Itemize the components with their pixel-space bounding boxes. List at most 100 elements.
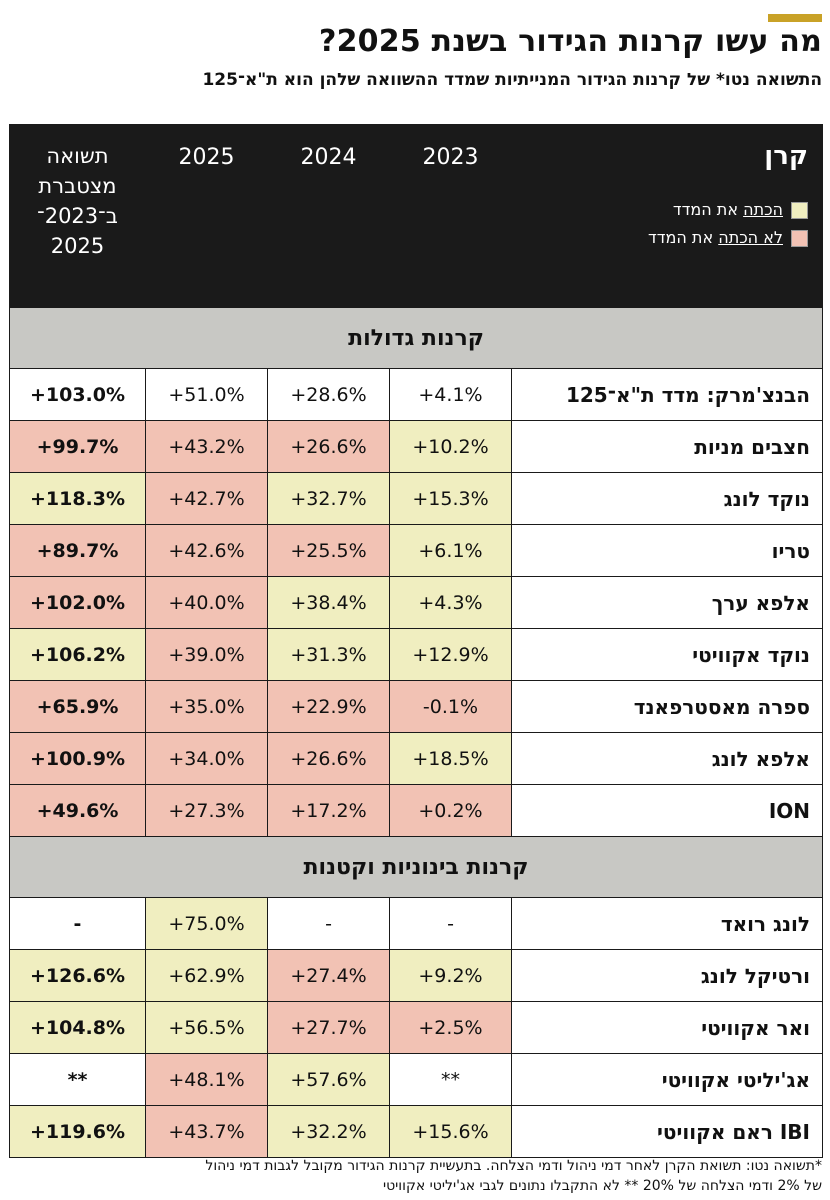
return-2025-cell: +48.1% (145, 1053, 268, 1106)
return-2025-cell: +62.9% (145, 949, 268, 1002)
return-2024-cell: +38.4% (267, 576, 390, 629)
return-2025-cell: +43.7% (145, 1105, 268, 1158)
return-2024-cell: +32.7% (267, 472, 390, 525)
fund-name-cell: חצבים מניות (511, 420, 823, 473)
return-2023-cell: -0.1% (389, 680, 512, 733)
cumulative-return-cell: +65.9% (9, 680, 146, 733)
fund-name-cell: טריו (511, 524, 823, 577)
return-2024-cell: +17.2% (267, 784, 390, 837)
legend-beat-rest: את המדד (672, 200, 739, 219)
fund-name-cell: ספרה מאסטרפאנד (511, 680, 823, 733)
return-2023-cell: +4.3% (389, 576, 512, 629)
cumulative-return-cell: - (9, 897, 146, 950)
cumulative-return-cell: +103.0% (9, 368, 146, 421)
accent-bar (768, 14, 822, 22)
year-2024-header: 2024 (267, 124, 390, 308)
table-row: +89.7% +42.6% +25.5% +6.1% טריו (9, 524, 823, 577)
return-2023-cell: ** (389, 1053, 512, 1106)
return-2025-cell: +51.0% (145, 368, 268, 421)
table-row: +99.7% +43.2% +26.6% +10.2% חצבים מניות (9, 420, 823, 473)
return-2024-cell: +25.5% (267, 524, 390, 577)
fund-name-cell: ION (511, 784, 823, 837)
table-body: קרנות גדולות +103.0% +51.0% +28.6% +4.1% הבנצ… (9, 307, 823, 1158)
legend-beat-index: הכתה את המדד (513, 199, 808, 221)
year-2023-header: 2023 (389, 124, 512, 308)
section-title: קרנות בינוניות וקטנות (9, 836, 823, 898)
return-2025-cell: +75.0% (145, 897, 268, 950)
legend-miss-underlined: לא הכתה (718, 228, 783, 247)
return-2024-cell: +27.4% (267, 949, 390, 1002)
fund-name-cell: אלפא לונג (511, 732, 823, 785)
table-row: - +75.0% - - לונג רואד (9, 897, 823, 950)
fund-column-header: קרן הכתה את המדד לא הכתה את המדד (511, 124, 823, 308)
return-2023-cell: +9.2% (389, 949, 512, 1002)
return-2024-cell: +28.6% (267, 368, 390, 421)
return-2025-cell: +43.2% (145, 420, 268, 473)
return-2024-cell: +22.9% (267, 680, 390, 733)
table-row: +106.2% +39.0% +31.3% +12.9% נוקד אקוויטי (9, 628, 823, 681)
table-row: +102.0% +40.0% +38.4% +4.3% אלפא ערך (9, 576, 823, 629)
cumulative-return-cell: +106.2% (9, 628, 146, 681)
legend-miss-rest: את המדד (648, 228, 714, 247)
return-2025-cell: +40.0% (145, 576, 268, 629)
return-2025-cell: +35.0% (145, 680, 268, 733)
return-2023-cell: +6.1% (389, 524, 512, 577)
fund-name-cell: אלפא ערך (511, 576, 823, 629)
legend-swatch-miss (791, 229, 808, 247)
fund-name-cell: ואר אקוויטי (511, 1001, 823, 1054)
legend-beat-underlined: הכתה (743, 200, 783, 219)
fund-name-cell: נוקד אקוויטי (511, 628, 823, 681)
section-title: קרנות גדולות (9, 307, 823, 369)
footnote-line2: של 2% ודמי הצלחה של 20% ** לא התקבלו נתו… (382, 1178, 822, 1194)
return-2023-cell: +4.1% (389, 368, 512, 421)
table-row: +100.9% +34.0% +26.6% +18.5% אלפא לונג (9, 732, 823, 785)
table-header-row: תשואה מצטברת ב־2023־ 2025 2025 2024 2023… (9, 124, 823, 308)
fund-name-cell: הבנצ'מרק: מדד ת"א־125 (511, 368, 823, 421)
fund-name-cell: אג'יליטי אקוויטי (511, 1053, 823, 1106)
return-2023-cell: +15.3% (389, 472, 512, 525)
table-row: +118.3% +42.7% +32.7% +15.3% נוקד לונג (9, 472, 823, 525)
return-2023-cell: +10.2% (389, 420, 512, 473)
legend-beat-text: הכתה את המדד (673, 199, 783, 221)
return-2023-cell: +18.5% (389, 732, 512, 785)
cumulative-return-cell: +119.6% (9, 1105, 146, 1158)
return-2023-cell: +0.2% (389, 784, 512, 837)
legend-miss-index: לא הכתה את המדד (513, 227, 808, 249)
footnote-line1: *תשואה נטו: תשואת הקרן לאחר דמי ניהול וד… (205, 1158, 822, 1174)
return-2025-cell: +42.7% (145, 472, 268, 525)
cumulative-column-header: תשואה מצטברת ב־2023־ 2025 (9, 124, 146, 308)
table-row: +119.6% +43.7% +32.2% +15.6% IBI ראם אקוויטי (9, 1105, 823, 1158)
cumulative-return-cell: +49.6% (9, 784, 146, 837)
cumulative-return-cell: +126.6% (9, 949, 146, 1002)
return-2024-cell: +32.2% (267, 1105, 390, 1158)
return-2025-cell: +34.0% (145, 732, 268, 785)
return-2025-cell: +39.0% (145, 628, 268, 681)
return-2025-cell: +42.6% (145, 524, 268, 577)
section-header-row: קרנות בינוניות וקטנות (9, 836, 823, 898)
cumulative-header-line2: מצטברת (38, 174, 117, 198)
legend-swatch-beat (791, 201, 808, 219)
section-header-row: קרנות גדולות (9, 307, 823, 369)
fund-name-cell: לונג רואד (511, 897, 823, 950)
table-row: +104.8% +56.5% +27.7% +2.5% ואר אקוויטי (9, 1001, 823, 1054)
fund-returns-table: תשואה מצטברת ב־2023־ 2025 2025 2024 2023… (9, 124, 823, 1158)
return-2024-cell: +26.6% (267, 420, 390, 473)
cumulative-return-cell: +104.8% (9, 1001, 146, 1054)
page-title: מה עשו קרנות הגידור בשנת 2025? (319, 24, 822, 59)
cumulative-header-line4: 2025 (50, 234, 105, 258)
cumulative-header-line1: תשואה (46, 144, 109, 168)
return-2023-cell: +15.6% (389, 1105, 512, 1158)
return-2023-cell: +2.5% (389, 1001, 512, 1054)
cumulative-return-cell: +102.0% (9, 576, 146, 629)
fund-name-cell: ורטיקל לונג (511, 949, 823, 1002)
return-2024-cell: - (267, 897, 390, 950)
cumulative-return-cell: ** (9, 1053, 146, 1106)
cumulative-return-cell: +118.3% (9, 472, 146, 525)
page-subtitle: התשואה נטו* של קרנות הגידור המנייתיות שמ… (202, 70, 822, 90)
return-2024-cell: +26.6% (267, 732, 390, 785)
footnote: *תשואה נטו: תשואת הקרן לאחר דמי ניהול וד… (8, 1156, 822, 1196)
cumulative-return-cell: +100.9% (9, 732, 146, 785)
return-2023-cell: - (389, 897, 512, 950)
return-2024-cell: +31.3% (267, 628, 390, 681)
